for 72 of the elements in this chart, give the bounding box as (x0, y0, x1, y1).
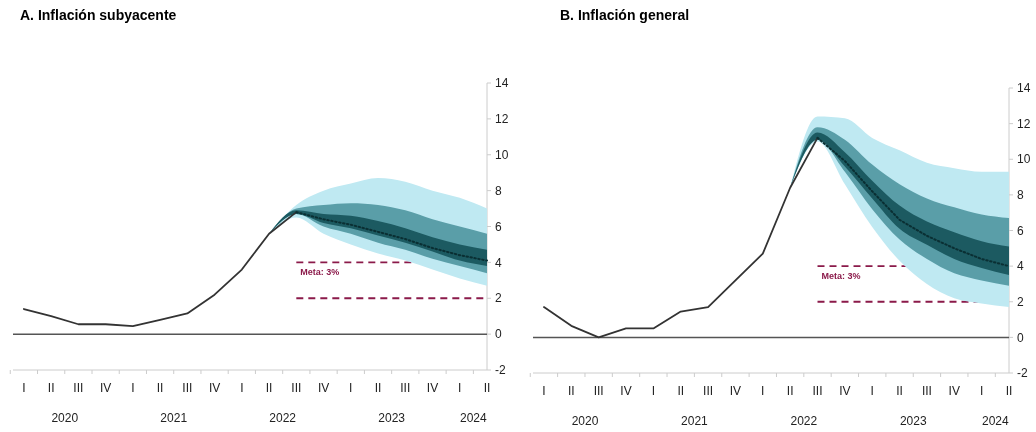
x-tick-label: IV (839, 384, 851, 398)
x-tick-label: I (458, 381, 462, 395)
text: 2023 (378, 411, 406, 425)
y-tick-label: 10 (495, 147, 509, 162)
line-series (295, 211, 488, 262)
x-tick-label: I (870, 384, 874, 398)
y-tick-label: 6 (1017, 223, 1024, 238)
text: 2021 (681, 414, 709, 428)
x-tick-label: II (896, 384, 903, 398)
x-tick-label: IV (317, 381, 330, 395)
x-tick-label: I (542, 384, 546, 398)
x-tick-label: II (1005, 384, 1013, 398)
y-tick-label: 6 (495, 219, 502, 234)
y-tick-label: 8 (1017, 188, 1024, 203)
x-tick-label: II (786, 384, 794, 398)
y-tick-label: 8 (495, 183, 502, 198)
chart-title: B. Inflación general (560, 7, 690, 23)
y-tick-label: 0 (495, 327, 502, 342)
x-tick-label: IV (426, 381, 439, 395)
x-tick-label: I (22, 381, 26, 395)
x-tick-label: IV (208, 381, 221, 395)
x-tick-label: III (400, 381, 411, 395)
y-tick-label: 12 (495, 112, 509, 127)
x-tick-label: II (567, 384, 575, 398)
y-tick-label: 4 (1017, 259, 1024, 274)
y-tick-label: -2 (1017, 366, 1028, 381)
y-tick-label: 2 (1017, 294, 1024, 309)
x-tick-label: I (761, 384, 765, 398)
y-tick-label: 12 (1017, 116, 1031, 131)
x-tick-label: I (349, 381, 353, 395)
x-tick-label: IV (99, 381, 112, 395)
x-tick-label: IV (620, 384, 632, 398)
x-tick-label: III (182, 381, 193, 395)
line-series (816, 136, 1010, 268)
annotation: Meta: 3% (821, 271, 861, 282)
text: 2023 (899, 414, 927, 428)
y-tick-label: 0 (1017, 330, 1024, 345)
text: 2024 (981, 414, 1009, 428)
x-tick-label: I (979, 384, 984, 398)
x-tick-label: III (593, 384, 604, 398)
x-tick-label: IV (729, 384, 742, 398)
text: 2020 (571, 414, 599, 428)
y-tick-label: 14 (1017, 81, 1031, 96)
y-tick-label: 4 (495, 255, 502, 270)
text: 2020 (51, 411, 79, 425)
y-tick-label: 2 (495, 291, 502, 306)
x-tick-label: II (483, 381, 491, 395)
x-tick-label: III (812, 384, 823, 398)
y-tick-label: 14 (495, 76, 509, 91)
line-series (543, 136, 819, 339)
line-series (23, 211, 298, 327)
x-tick-label: I (131, 381, 135, 395)
annotation: Meta: 3% (300, 267, 340, 278)
text: 2024 (460, 411, 488, 425)
x-tick-label: II (156, 381, 164, 395)
x-tick-label: III (291, 381, 302, 395)
x-tick-label: III (73, 381, 84, 395)
x-tick-label: II (47, 381, 55, 395)
y-tick-label: -2 (495, 363, 506, 378)
x-tick-label: III (703, 384, 714, 398)
text: 2022 (269, 411, 297, 425)
x-tick-label: II (374, 381, 382, 395)
chart-title: A. Inflación subyacente (20, 7, 177, 23)
x-tick-label: I (240, 381, 244, 395)
x-tick-label: II (265, 381, 273, 395)
y-tick-label: 10 (1017, 152, 1031, 167)
x-tick-label: III (921, 384, 932, 398)
text: 2022 (790, 414, 818, 428)
x-tick-label: IV (948, 384, 960, 398)
text: 2021 (160, 411, 188, 425)
x-tick-label: I (651, 384, 656, 398)
x-tick-label: II (677, 384, 685, 398)
